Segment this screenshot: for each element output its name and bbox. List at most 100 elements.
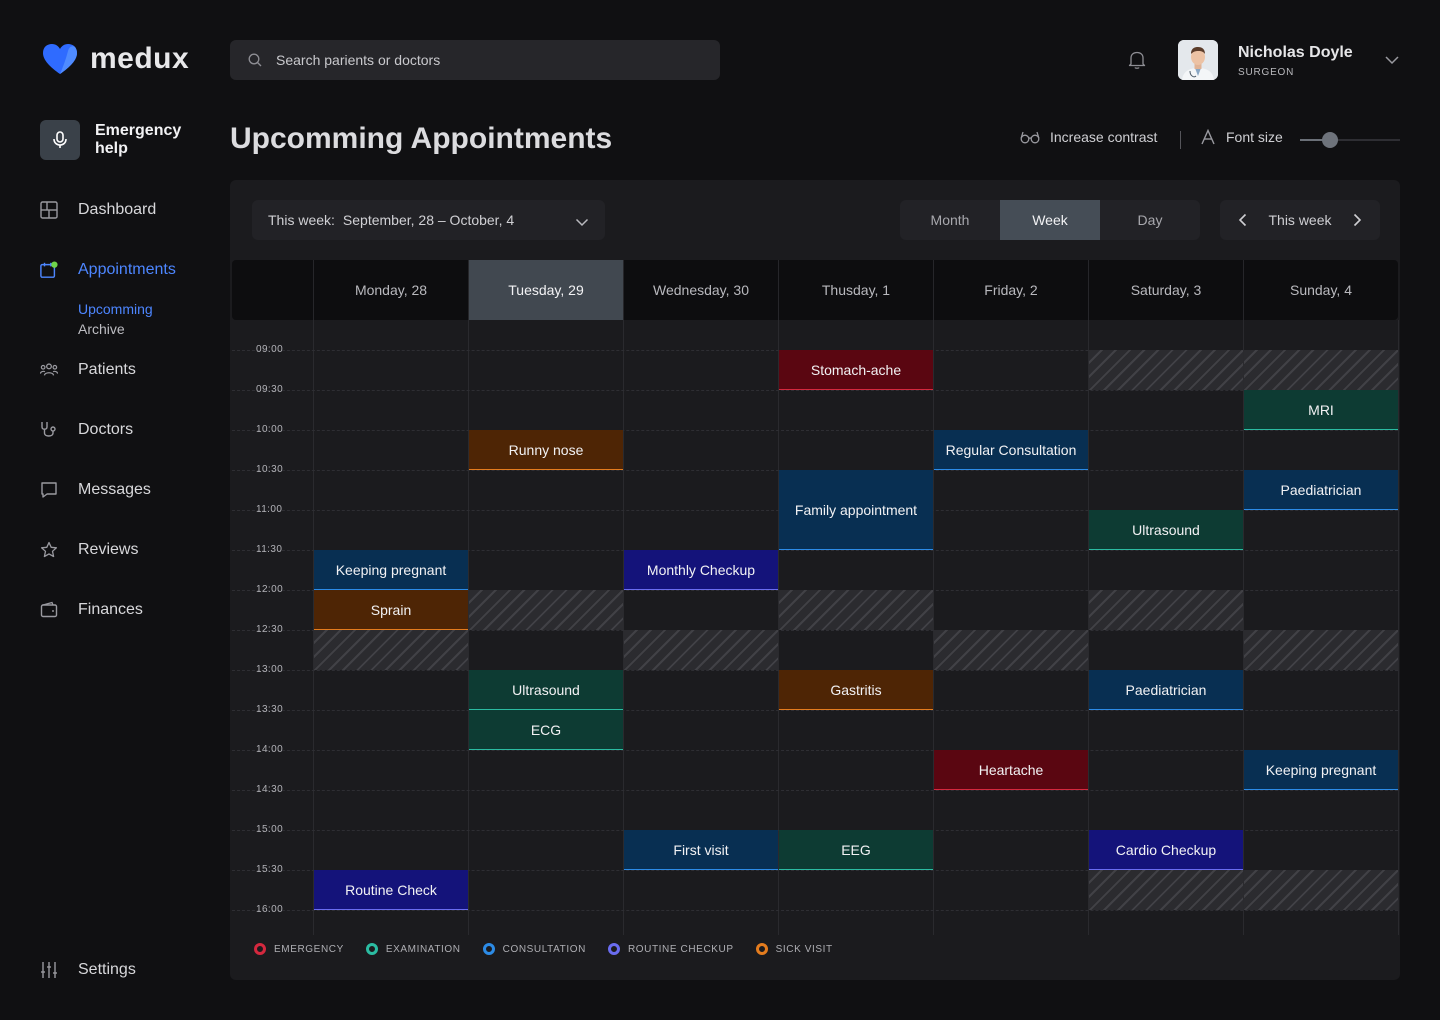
day-header-6[interactable]: Sunday, 4 bbox=[1243, 260, 1398, 320]
legend-dot bbox=[365, 943, 378, 955]
appointment-consultation[interactable]: Family appointment bbox=[779, 470, 933, 550]
appointment-consultation[interactable]: Paediatrician bbox=[1089, 670, 1243, 710]
search-bar bbox=[230, 40, 720, 80]
legend-item: CONSULTATION bbox=[482, 943, 586, 955]
appointment-emergency[interactable]: Heartache bbox=[934, 750, 1088, 790]
sidebar-subitem-archive[interactable]: Archive bbox=[78, 321, 125, 337]
legend-label: CONSULTATION bbox=[502, 943, 586, 955]
search-icon bbox=[248, 53, 262, 67]
appointment-examination[interactable]: Ultrasound bbox=[1089, 510, 1243, 550]
star-icon bbox=[40, 541, 58, 559]
heart-logo-icon bbox=[43, 44, 77, 74]
sidebar-item-settings[interactable]: Settings bbox=[40, 950, 136, 990]
blocked-slot bbox=[779, 590, 933, 630]
grid-column-line bbox=[778, 320, 779, 935]
appointment-examination[interactable]: Ultrasound bbox=[469, 670, 623, 710]
stethoscope-icon bbox=[40, 421, 58, 439]
sidebar-item-label: Settings bbox=[78, 961, 136, 978]
user-role: SURGEON bbox=[1238, 67, 1295, 78]
appointment-consultation[interactable]: Keeping pregnant bbox=[314, 550, 468, 590]
brand-logo[interactable]: medux bbox=[42, 42, 189, 76]
blocked-slot bbox=[1089, 590, 1243, 630]
sidebar-item-label: Finances bbox=[78, 601, 143, 618]
sidebar-item-doctors[interactable]: Doctors bbox=[40, 410, 133, 450]
sidebar-item-reviews[interactable]: Reviews bbox=[40, 530, 138, 570]
week-navigator: This week bbox=[1220, 200, 1380, 240]
time-label: 13:00 bbox=[256, 664, 284, 675]
font-size-slider-knob[interactable] bbox=[1322, 132, 1338, 148]
chevron-left-icon[interactable] bbox=[1238, 213, 1247, 227]
appointment-routine[interactable]: Cardio Checkup bbox=[1089, 830, 1243, 870]
sidebar-item-dashboard[interactable]: Dashboard bbox=[40, 190, 156, 230]
user-name: Nicholas Doyle bbox=[1238, 44, 1353, 61]
blocked-slot bbox=[469, 590, 623, 630]
sidebar-item-appointments[interactable]: Appointments bbox=[40, 250, 176, 290]
legend-item: SICK VISIT bbox=[755, 943, 833, 955]
blocked-slot bbox=[624, 630, 778, 670]
week-select-label: This week: bbox=[268, 212, 335, 228]
grid-row-line bbox=[232, 430, 1398, 431]
view-week-button[interactable]: Week bbox=[1000, 200, 1100, 240]
time-label: 16:00 bbox=[256, 904, 284, 915]
week-select[interactable]: This week: September, 28 – October, 4 bbox=[252, 200, 605, 240]
view-month-button[interactable]: Month bbox=[930, 212, 970, 228]
legend-item: EMERGENCY bbox=[254, 943, 344, 955]
bell-icon[interactable] bbox=[1128, 50, 1146, 75]
time-label: 11:30 bbox=[256, 544, 283, 555]
sidebar-item-finances[interactable]: Finances bbox=[40, 590, 143, 630]
header-divider bbox=[1180, 131, 1181, 149]
sidebar-item-label: Reviews bbox=[78, 541, 139, 558]
appointment-consultation[interactable]: First visit bbox=[624, 830, 778, 870]
chevron-right-icon[interactable] bbox=[1353, 213, 1362, 227]
view-day-button[interactable]: Day bbox=[1137, 212, 1163, 228]
legend-dot bbox=[254, 943, 266, 955]
blocked-slot bbox=[1244, 630, 1398, 670]
legend-label: EXAMINATION bbox=[385, 943, 461, 955]
increase-contrast-toggle[interactable]: Increase contrast bbox=[1020, 129, 1157, 145]
appointment-emergency[interactable]: Stomach-ache bbox=[779, 350, 933, 390]
day-header-1[interactable]: Tuesday, 29 bbox=[468, 260, 623, 320]
appointment-sick[interactable]: Runny nose bbox=[469, 430, 623, 470]
blocked-slot bbox=[1244, 870, 1398, 910]
appointment-consultation[interactable]: Keeping pregnant bbox=[1244, 750, 1398, 790]
grid-column-line bbox=[1088, 320, 1089, 935]
appointment-examination[interactable]: ECG bbox=[469, 710, 623, 750]
appointment-routine[interactable]: Routine Check bbox=[314, 870, 468, 910]
sidebar-item-patients[interactable]: Patients bbox=[40, 350, 136, 390]
day-header-2[interactable]: Wednesday, 30 bbox=[623, 260, 778, 320]
time-label: 09:30 bbox=[256, 384, 284, 395]
search-input[interactable] bbox=[274, 51, 674, 69]
week-select-value: September, 28 – October, 4 bbox=[342, 212, 515, 228]
grid-column-line bbox=[933, 320, 934, 935]
grid-column-line bbox=[623, 320, 624, 935]
legend-dot bbox=[607, 943, 620, 955]
blocked-slot bbox=[314, 630, 468, 670]
day-header-4[interactable]: Friday, 2 bbox=[933, 260, 1088, 320]
blocked-slot bbox=[934, 630, 1088, 670]
time-label: 11:00 bbox=[256, 504, 283, 515]
emergency-help-button[interactable]: Emergency help bbox=[40, 120, 195, 160]
day-header-0[interactable]: Monday, 28 bbox=[313, 260, 468, 320]
day-header-5[interactable]: Saturday, 3 bbox=[1088, 260, 1243, 320]
appointment-consultation[interactable]: Paediatrician bbox=[1244, 470, 1398, 510]
wallet-icon bbox=[40, 601, 58, 619]
avatar[interactable] bbox=[1178, 40, 1218, 80]
chevron-down-icon[interactable] bbox=[1384, 52, 1400, 70]
calendar-icon bbox=[40, 261, 58, 279]
appointment-examination[interactable]: EEG bbox=[779, 830, 933, 870]
sliders-icon bbox=[40, 961, 58, 979]
sidebar-subitem-upcomming[interactable]: Upcomming bbox=[78, 301, 153, 317]
grid-column-line bbox=[468, 320, 469, 935]
appointment-examination[interactable]: MRI bbox=[1244, 390, 1398, 430]
blocked-slot bbox=[1244, 350, 1398, 390]
appointment-sick[interactable]: Sprain bbox=[314, 590, 468, 630]
glasses-icon bbox=[1020, 131, 1040, 144]
grid-row-line bbox=[232, 790, 1398, 791]
grid-row-line bbox=[232, 910, 1398, 911]
font-size-slider[interactable] bbox=[1300, 132, 1400, 148]
appointment-sick[interactable]: Gastritis bbox=[779, 670, 933, 710]
day-header-3[interactable]: Thusday, 1 bbox=[778, 260, 933, 320]
appointment-consultation[interactable]: Regular Consultation bbox=[934, 430, 1088, 470]
sidebar-item-messages[interactable]: Messages bbox=[40, 470, 151, 510]
appointment-routine[interactable]: Monthly Checkup bbox=[624, 550, 778, 590]
